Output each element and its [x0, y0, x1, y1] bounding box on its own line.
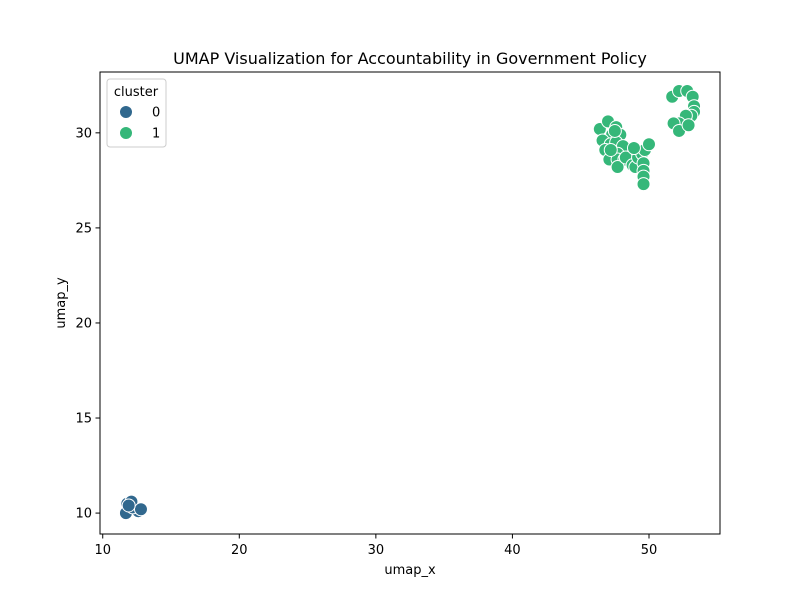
data-point	[626, 141, 641, 156]
x-tick-label: 40	[504, 543, 521, 558]
legend-marker	[119, 126, 133, 140]
data-point	[641, 137, 656, 152]
data-point	[610, 160, 625, 175]
y-tick-label: 15	[75, 412, 92, 427]
y-axis: 10 15 20 25 30	[75, 126, 100, 522]
x-tick-label: 30	[368, 543, 385, 558]
y-tick-label: 30	[75, 126, 92, 141]
y-tick-label: 10	[75, 507, 92, 522]
x-tick-label: 10	[94, 543, 111, 558]
data-point	[607, 123, 622, 138]
x-axis: 10 20 30 40 50	[94, 534, 657, 558]
y-axis-label: umap_y	[54, 277, 69, 329]
data-point	[121, 498, 136, 513]
chart-title: UMAP Visualization for Accountability in…	[173, 49, 647, 68]
plot-frame	[99, 71, 721, 535]
legend-marker	[119, 105, 133, 119]
legend: cluster 0 1	[106, 78, 167, 148]
data-point	[636, 177, 651, 192]
legend-title: cluster	[114, 85, 159, 100]
legend-label: 0	[152, 106, 160, 121]
x-axis-label: umap_x	[384, 563, 436, 578]
points-layer	[118, 84, 702, 521]
y-tick-label: 25	[75, 221, 92, 236]
x-tick-label: 20	[231, 543, 248, 558]
data-point	[133, 502, 148, 517]
data-point	[603, 142, 618, 157]
x-tick-label: 50	[641, 543, 658, 558]
legend-label: 1	[152, 127, 160, 142]
data-point	[681, 118, 696, 133]
y-tick-label: 20	[75, 316, 92, 331]
